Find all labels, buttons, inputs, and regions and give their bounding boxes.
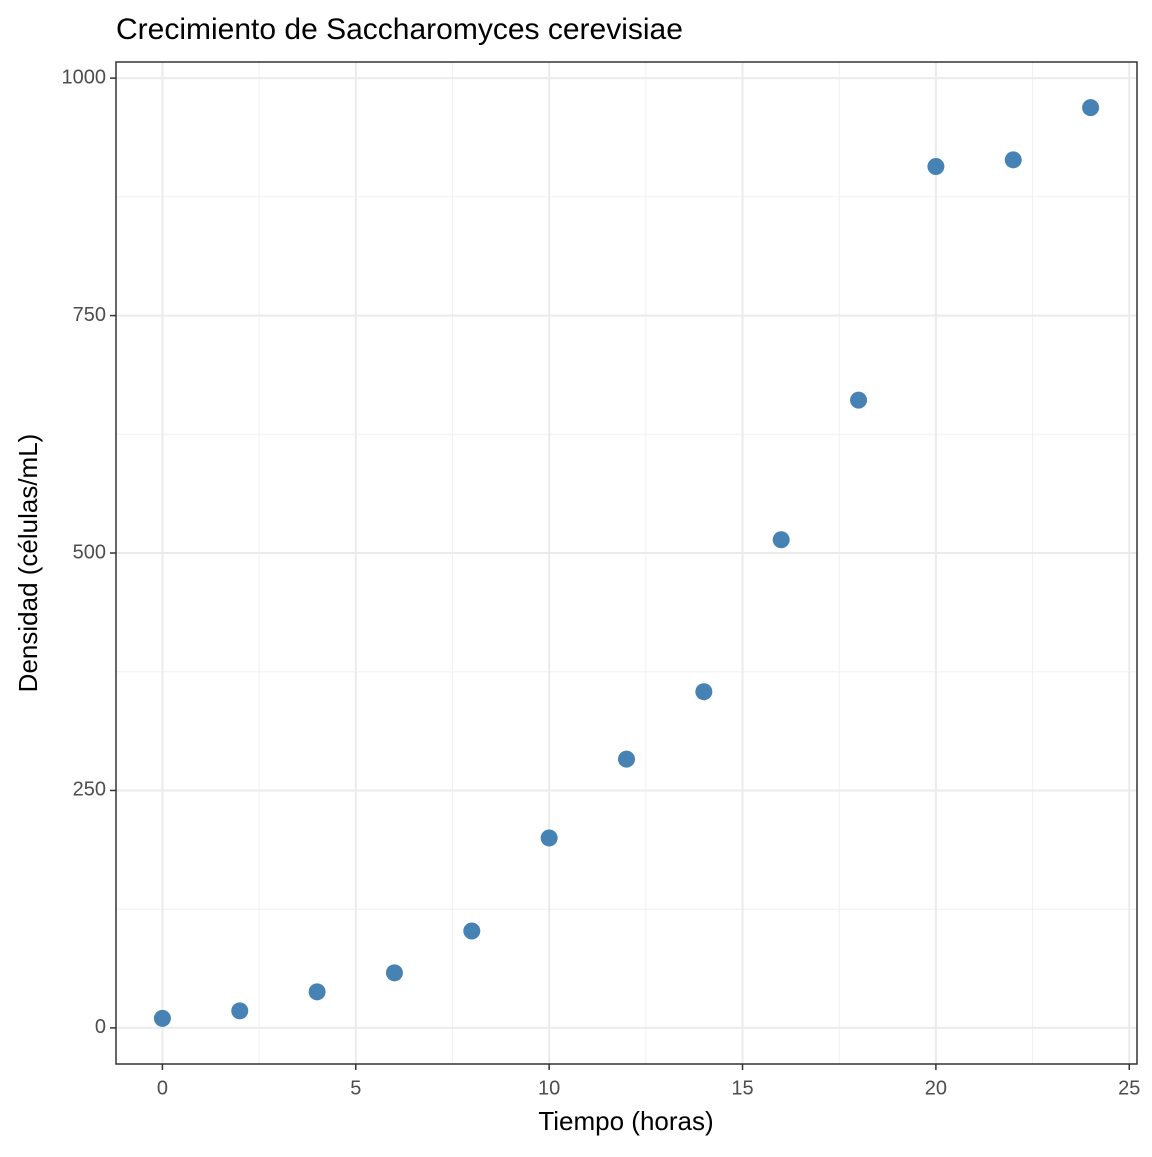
x-tick-label: 15 (731, 1077, 753, 1099)
point (695, 683, 713, 701)
y-tick-label: 750 (73, 304, 106, 326)
point (1082, 99, 1100, 117)
x-tick-label: 20 (925, 1077, 947, 1099)
x-tick-label: 25 (1118, 1077, 1140, 1099)
y-axis-label: Densidad (células/mL) (13, 434, 43, 693)
point (385, 964, 403, 982)
y-tick-label: 250 (73, 779, 106, 801)
point (850, 391, 868, 409)
y-tick-label: 1000 (62, 66, 107, 88)
x-tick-label: 5 (350, 1077, 361, 1099)
point (927, 157, 945, 175)
y-tick-label: 0 (95, 1016, 106, 1038)
point (540, 829, 558, 847)
point (308, 983, 326, 1001)
point (1004, 151, 1022, 169)
point (618, 750, 635, 768)
x-tick-label: 0 (157, 1077, 168, 1099)
x-axis-label: Tiempo (horas) (538, 1106, 713, 1136)
chart-title: Crecimiento de Saccharomyces cerevisiae (116, 13, 683, 46)
point (463, 922, 481, 940)
panel-border (115, 61, 1138, 1065)
point (153, 1009, 171, 1027)
point (772, 531, 790, 549)
x-tick-label: 10 (538, 1077, 560, 1099)
point (231, 1002, 249, 1020)
y-tick-label: 500 (73, 541, 106, 563)
